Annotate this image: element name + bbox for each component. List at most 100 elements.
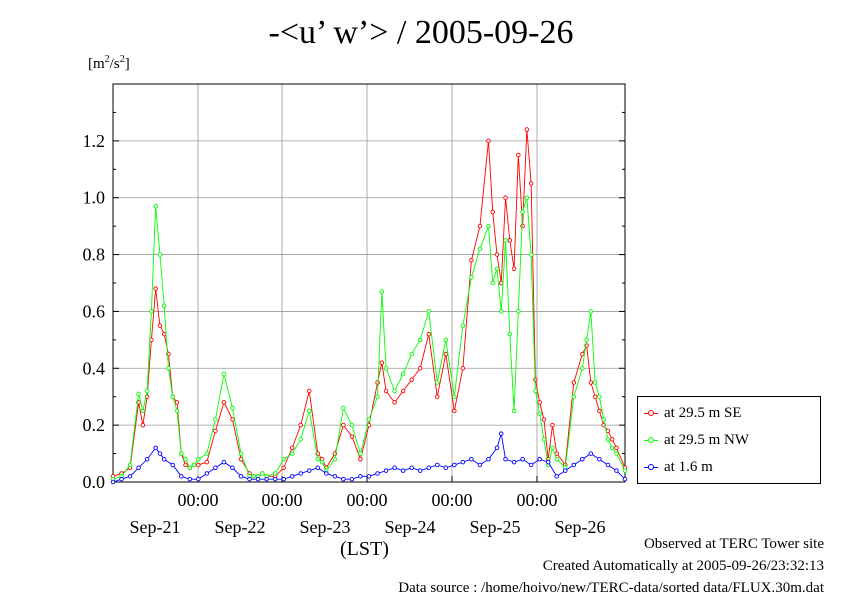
- x-tick-label-date: Sep-26: [555, 517, 606, 537]
- data-point: [183, 462, 188, 468]
- data-point: [541, 417, 547, 422]
- data-point: [179, 474, 184, 479]
- data-point: [477, 223, 483, 229]
- data-point: [460, 323, 466, 328]
- data-point: [298, 471, 303, 476]
- data-point: [324, 471, 329, 476]
- data-point: [609, 437, 615, 442]
- data-point: [477, 462, 483, 468]
- data-point: [375, 394, 380, 399]
- data-point: [499, 431, 504, 436]
- data-point: [443, 465, 449, 471]
- series-group: [110, 127, 628, 485]
- data-point: [435, 380, 440, 385]
- data-point: [614, 445, 619, 451]
- data-point: [563, 468, 568, 473]
- data-point: [516, 152, 521, 158]
- data-point: [469, 258, 474, 263]
- data-point: [358, 451, 363, 456]
- data-point: [191, 462, 197, 468]
- data-point: [179, 451, 184, 456]
- data-point: [161, 457, 167, 462]
- data-point: [417, 337, 423, 343]
- data-point: [516, 309, 521, 314]
- data-point: [507, 331, 513, 337]
- data-point: [157, 252, 163, 257]
- data-point: [435, 394, 440, 399]
- chart-title: -<u’ w’> / 2005-09-26: [268, 14, 574, 51]
- x-tick-label-time: 00:00: [346, 490, 387, 510]
- data-point: [251, 474, 257, 479]
- data-point: [486, 138, 491, 144]
- data-point: [332, 474, 338, 479]
- data-point: [383, 468, 389, 473]
- legend-label: at 29.5 m SE: [664, 404, 742, 421]
- data-point: [494, 445, 500, 451]
- data-point: [140, 408, 146, 414]
- y-tick-label: 0.2: [83, 415, 106, 435]
- data-point: [166, 366, 171, 371]
- data-point: [136, 465, 141, 471]
- data-point: [426, 465, 431, 471]
- x-tick-label-date: Sep-21: [130, 517, 181, 537]
- series-line: [112, 197, 626, 480]
- data-point: [494, 266, 500, 272]
- data-point: [499, 309, 504, 314]
- footer-created: Created Automatically at 2005-09-26/23:3…: [542, 558, 824, 574]
- data-point: [174, 408, 180, 414]
- data-point: [524, 195, 530, 200]
- data-point: [520, 223, 525, 229]
- legend-swatch-green: [644, 434, 658, 446]
- legend-label: at 29.5 m NW: [664, 431, 749, 448]
- data-point: [221, 371, 227, 377]
- data-point: [307, 468, 312, 473]
- legend-item-se: at 29.5 m SE: [644, 403, 742, 423]
- data-point: [494, 252, 500, 257]
- data-point: [358, 474, 363, 479]
- data-point: [383, 388, 389, 394]
- data-point: [601, 417, 606, 422]
- data-point: [281, 465, 286, 471]
- data-point: [230, 405, 235, 411]
- data-point: [289, 451, 295, 456]
- data-point: [503, 457, 508, 462]
- data-point: [136, 391, 141, 397]
- grid-lines: [113, 84, 625, 482]
- data-point: [460, 366, 466, 371]
- data-point: [400, 371, 406, 377]
- data-point: [349, 434, 355, 439]
- data-point: [588, 380, 594, 385]
- data-point: [622, 468, 628, 473]
- data-point: [550, 445, 555, 451]
- data-point: [533, 388, 538, 394]
- data-point: [204, 459, 210, 465]
- legend-swatch-blue: [644, 461, 658, 473]
- data-point: [469, 275, 474, 280]
- data-point: [153, 203, 158, 209]
- legend: at 29.5 m SE at 29.5 m NW at 1.6 m: [637, 396, 821, 484]
- data-point: [490, 209, 495, 215]
- data-point: [580, 457, 585, 462]
- data-point: [511, 459, 517, 465]
- data-point: [571, 462, 577, 468]
- data-point: [341, 422, 346, 428]
- data-point: [375, 380, 380, 385]
- data-point: [272, 476, 278, 482]
- data-point: [281, 457, 286, 462]
- data-point: [486, 457, 491, 462]
- data-point: [127, 474, 133, 479]
- data-point: [554, 457, 559, 462]
- data-point: [341, 405, 346, 411]
- data-point: [426, 309, 431, 314]
- x-tick-label-time: 00:00: [261, 490, 302, 510]
- y-tick-label: 0.0: [83, 472, 106, 492]
- data-point: [477, 246, 483, 252]
- data-point: [452, 408, 457, 414]
- data-point: [524, 127, 530, 132]
- data-point: [528, 252, 534, 257]
- data-point: [127, 462, 133, 468]
- y-axis-units: [m2/s2]: [88, 54, 130, 72]
- data-point: [435, 462, 440, 468]
- data-point: [443, 351, 449, 357]
- data-point: [392, 465, 397, 471]
